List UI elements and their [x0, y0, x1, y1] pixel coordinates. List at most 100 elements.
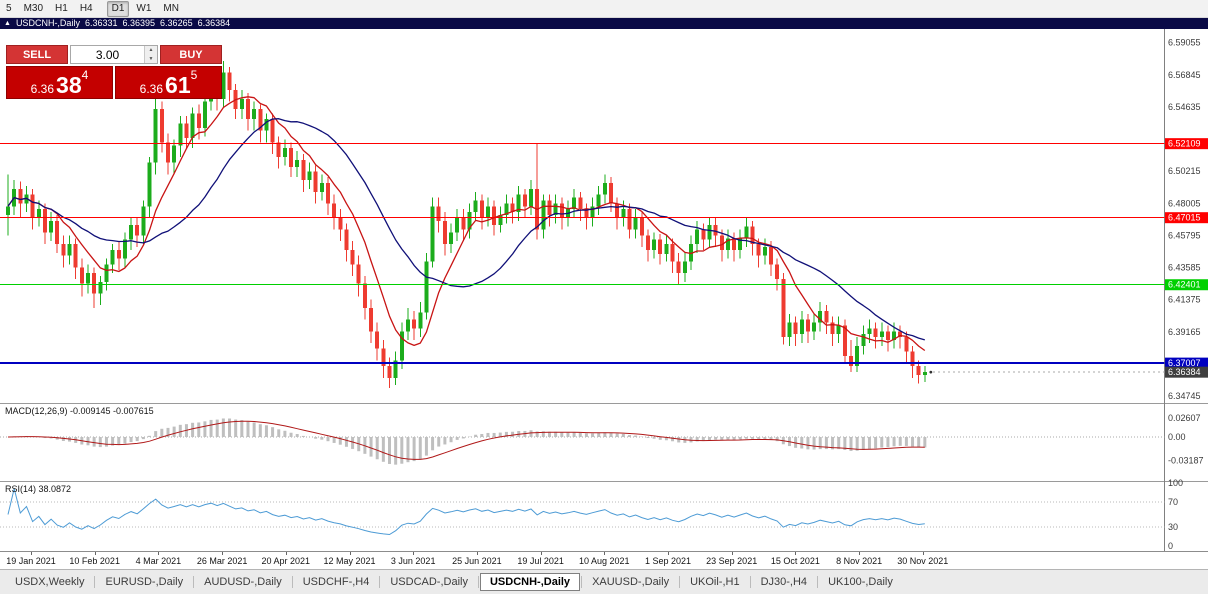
- chart-collapse-icon[interactable]: ▲: [4, 20, 11, 27]
- price-axis-labels: 6.59055 6.56845 6.54635 6.50215 6.48005 6.457…: [1165, 38, 1208, 551]
- time-tick: [859, 552, 861, 555]
- sell-price-prefix: 6.36: [30, 82, 55, 96]
- time-tick: [158, 552, 160, 555]
- time-label: 10 Feb 2021: [69, 556, 120, 566]
- tab-eurusd-daily[interactable]: EURUSD-,Daily: [105, 576, 184, 588]
- svg-text:100: 100: [1168, 478, 1183, 488]
- chart-svg[interactable]: 6.59055 6.56845 6.54635 6.50215 6.48005 6.457…: [0, 29, 1208, 551]
- timeframe-toolbar: 5 M30 H1 H4 D1 W1 MN: [0, 0, 1208, 18]
- svg-text:6.36384: 6.36384: [1168, 367, 1201, 377]
- svg-text:6.45795: 6.45795: [1168, 230, 1201, 240]
- tab-separator: [291, 576, 293, 588]
- svg-text:30: 30: [1168, 522, 1178, 532]
- time-tick: [540, 552, 542, 555]
- time-label: 30 Nov 2021: [897, 556, 949, 566]
- time-tick: [413, 552, 415, 555]
- time-tick: [604, 552, 606, 555]
- tab-audusd-daily[interactable]: AUDUSD-,Daily: [204, 576, 282, 588]
- timeframe-5[interactable]: 5: [6, 2, 12, 14]
- ohlc-close: 6.36384: [197, 18, 231, 28]
- svg-text:6.43585: 6.43585: [1168, 263, 1201, 273]
- tab-dj30-h4[interactable]: DJ30-,H4: [760, 576, 808, 588]
- chart-title-strip: ▲ USDCNH-,Daily 6.36331 6.36395 6.36265 …: [0, 18, 1208, 29]
- tab-separator: [379, 576, 381, 588]
- ohlc-low: 6.36265: [160, 18, 193, 28]
- sell-price-display[interactable]: 6.36 38 4: [6, 66, 113, 99]
- svg-text:6.42401: 6.42401: [1168, 280, 1201, 290]
- svg-text:6.48005: 6.48005: [1168, 198, 1201, 208]
- timeframe-h4[interactable]: H4: [79, 2, 93, 14]
- tab-ukoil-h1[interactable]: UKOil-,H1: [690, 576, 740, 588]
- svg-text:6.41375: 6.41375: [1168, 295, 1201, 305]
- macd-indicator: [0, 418, 1165, 465]
- buy-button[interactable]: BUY: [160, 45, 222, 64]
- timeframe-w1[interactable]: W1: [136, 2, 152, 14]
- horizontal-lines: [0, 143, 1165, 365]
- svg-text:70: 70: [1168, 497, 1178, 507]
- time-tick: [31, 552, 32, 555]
- tab-usdcad-daily[interactable]: USDCAD-,Daily: [390, 576, 468, 588]
- sell-price-big: 38: [56, 72, 82, 98]
- time-tick: [285, 552, 287, 555]
- tab-usdcnh-daily[interactable]: USDCNH-,Daily: [479, 573, 581, 591]
- timeframe-h1[interactable]: H1: [55, 2, 68, 14]
- time-tick: [795, 552, 797, 555]
- moving-averages: [7, 96, 926, 352]
- volume-decrease-icon[interactable]: ▼: [145, 54, 157, 63]
- sell-button[interactable]: SELL: [6, 45, 68, 64]
- buy-price-sup: 5: [190, 68, 198, 82]
- volume-increase-icon[interactable]: ▲: [145, 46, 157, 55]
- time-label: 12 May 2021: [323, 556, 376, 566]
- time-label: 15 Oct 2021: [770, 556, 820, 566]
- svg-text:0.02607: 0.02607: [1168, 413, 1201, 423]
- volume-input[interactable]: [71, 46, 144, 63]
- time-label: 10 Aug 2021: [579, 556, 630, 566]
- svg-text:6.37007: 6.37007: [1168, 358, 1201, 368]
- tab-uk100-daily[interactable]: UK100-,Daily: [828, 576, 893, 588]
- tab-usdx-weekly[interactable]: USDX,Weekly: [15, 576, 85, 588]
- tab-separator: [749, 576, 751, 588]
- svg-text:6.59055: 6.59055: [1168, 38, 1201, 48]
- chart-tabs: USDX,Weekly EURUSD-,Daily AUDUSD-,Daily USD…: [0, 569, 1208, 594]
- timeframe-mn[interactable]: MN: [163, 2, 179, 14]
- time-label: 1 Sep 2021: [644, 556, 692, 566]
- volume-stepper[interactable]: ▲ ▼: [70, 45, 158, 64]
- time-label: 3 Jun 2021: [390, 556, 436, 566]
- sell-price-sup: 4: [81, 68, 89, 82]
- timeframe-m30[interactable]: M30: [23, 2, 44, 14]
- time-tick: [222, 552, 224, 555]
- time-label: 25 Jun 2021: [452, 556, 502, 566]
- one-click-trading-panel: SELL ▲ ▼ BUY 6.36 38 4 6.36: [6, 45, 222, 99]
- svg-text:6.52109: 6.52109: [1168, 139, 1201, 149]
- svg-text:-0.03187: -0.03187: [1168, 455, 1204, 465]
- chart-area: 6.59055 6.56845 6.54635 6.50215 6.48005 6.457…: [0, 29, 1208, 551]
- time-label: 8 Nov 2021: [836, 556, 883, 566]
- buy-price-big: 61: [165, 72, 191, 98]
- time-tick: [668, 552, 669, 555]
- tab-usdchf-h4[interactable]: USDCHF-,H4: [302, 576, 370, 588]
- tab-separator: [817, 576, 819, 588]
- tab-separator: [581, 576, 583, 588]
- tab-separator: [94, 576, 96, 588]
- svg-text:6.47015: 6.47015: [1168, 213, 1201, 223]
- last-price-marker: [929, 370, 1165, 374]
- time-tick: [349, 552, 351, 555]
- time-label: 20 Apr 2021: [261, 556, 311, 566]
- time-tick: [476, 552, 478, 555]
- volume-spin-buttons: ▲ ▼: [144, 46, 157, 63]
- tab-separator: [679, 576, 681, 588]
- time-axis[interactable]: 19 Jan 2021 10 Feb 2021 4 Mar 2021 26 Mar 2…: [0, 551, 1208, 569]
- time-tick: [94, 552, 96, 555]
- time-tick: [922, 552, 924, 555]
- timeframe-d1[interactable]: D1: [106, 0, 130, 17]
- buy-price-display[interactable]: 6.36 61 5: [115, 66, 222, 99]
- candlesticks: [6, 60, 927, 388]
- chart-symbol-period: USDCNH-,Daily: [15, 18, 80, 28]
- ohlc-open: 6.36331: [84, 18, 118, 28]
- tab-xauusd-daily[interactable]: XAUUSD-,Daily: [592, 576, 670, 588]
- tab-separator: [193, 576, 195, 588]
- svg-text:6.56845: 6.56845: [1168, 70, 1201, 80]
- time-label: 26 Mar 2021: [196, 556, 248, 566]
- buy-price-prefix: 6.36: [139, 82, 164, 96]
